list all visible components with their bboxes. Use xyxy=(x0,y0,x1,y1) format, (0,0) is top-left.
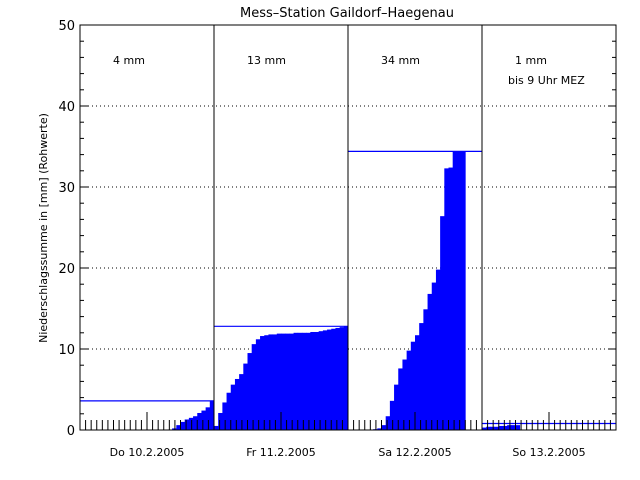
bar xyxy=(394,384,399,430)
bar xyxy=(452,151,458,431)
bar xyxy=(502,425,508,430)
cumulative-bars xyxy=(172,151,521,431)
bar xyxy=(201,410,207,430)
bar xyxy=(268,334,274,430)
bar xyxy=(222,402,227,430)
bar xyxy=(234,378,240,430)
bar xyxy=(306,332,311,430)
bar xyxy=(260,336,265,430)
axes xyxy=(79,24,617,431)
bar xyxy=(239,374,244,430)
bar xyxy=(410,341,416,430)
bar xyxy=(209,400,215,430)
bar xyxy=(310,331,315,430)
bar xyxy=(456,151,462,431)
bar xyxy=(197,412,202,430)
bar xyxy=(218,412,223,430)
bar xyxy=(272,334,278,430)
daily-note: bis 9 Uhr MEZ xyxy=(508,74,585,87)
day-label: Do 10.2.2005 xyxy=(110,446,185,459)
bar xyxy=(243,363,248,430)
bar xyxy=(511,425,516,430)
bar xyxy=(301,332,307,430)
bar xyxy=(461,151,466,431)
y-axis-label: Niederschlagssumme in [mm] (Rohwerte) xyxy=(37,113,50,343)
bar xyxy=(331,328,336,430)
bar xyxy=(205,407,211,430)
y-tick-label: 40 xyxy=(58,100,75,115)
y-tick-label: 0 xyxy=(67,424,75,439)
bar xyxy=(264,335,269,430)
labels: 0 10 20 30 40 50 Do 10.2.2005 4 mm Fr 11.2.2005 1… xyxy=(58,19,585,459)
bar xyxy=(381,425,387,430)
bar xyxy=(385,416,391,430)
bar xyxy=(276,333,282,430)
bar xyxy=(281,333,286,430)
bar xyxy=(327,329,332,430)
day-label: Sa 12.2.2005 xyxy=(378,446,451,459)
bar xyxy=(289,333,294,430)
bar xyxy=(427,293,433,430)
bar xyxy=(431,282,437,430)
bar xyxy=(435,269,441,430)
bar xyxy=(440,216,445,430)
bar xyxy=(482,427,487,430)
bar xyxy=(285,333,290,430)
daily-total-label: 13 mm xyxy=(247,54,286,67)
bar xyxy=(226,392,232,430)
bar xyxy=(180,421,186,430)
bar xyxy=(339,327,345,430)
bar xyxy=(318,331,324,430)
y-tick-label: 20 xyxy=(58,262,75,277)
bar xyxy=(415,335,420,430)
y-tick-label: 10 xyxy=(58,343,75,358)
bar xyxy=(486,426,491,430)
bar xyxy=(193,416,198,430)
bar xyxy=(515,425,521,430)
bar xyxy=(448,167,454,430)
y-tick-label: 50 xyxy=(58,19,75,34)
daily-total-label: 1 mm xyxy=(515,54,547,67)
bar xyxy=(255,339,261,430)
bar xyxy=(343,326,349,430)
bar xyxy=(247,353,253,430)
bar xyxy=(214,425,219,430)
day-label: So 13.2.2005 xyxy=(512,446,585,459)
bar xyxy=(184,419,190,430)
bar xyxy=(389,400,395,430)
bar xyxy=(322,330,328,430)
chart-title: Mess–Station Gaildorf–Haegenau xyxy=(240,6,454,21)
bar xyxy=(498,425,504,430)
bar xyxy=(335,327,341,430)
bar xyxy=(314,331,320,430)
bar xyxy=(419,323,424,430)
day-label: Fr 11.2.2005 xyxy=(246,446,316,459)
daily-total-label: 34 mm xyxy=(381,54,420,67)
bar xyxy=(444,168,449,430)
y-tick-label: 30 xyxy=(58,181,75,196)
bar xyxy=(293,332,299,430)
bar xyxy=(406,350,412,430)
bar xyxy=(402,359,408,430)
bar xyxy=(377,428,382,430)
bar xyxy=(423,309,428,430)
bar xyxy=(176,425,181,430)
bar xyxy=(494,426,500,430)
bar xyxy=(398,368,403,430)
bar xyxy=(251,344,257,430)
daily-total-label: 4 mm xyxy=(113,54,145,67)
bar xyxy=(230,384,236,430)
bar xyxy=(297,332,303,430)
